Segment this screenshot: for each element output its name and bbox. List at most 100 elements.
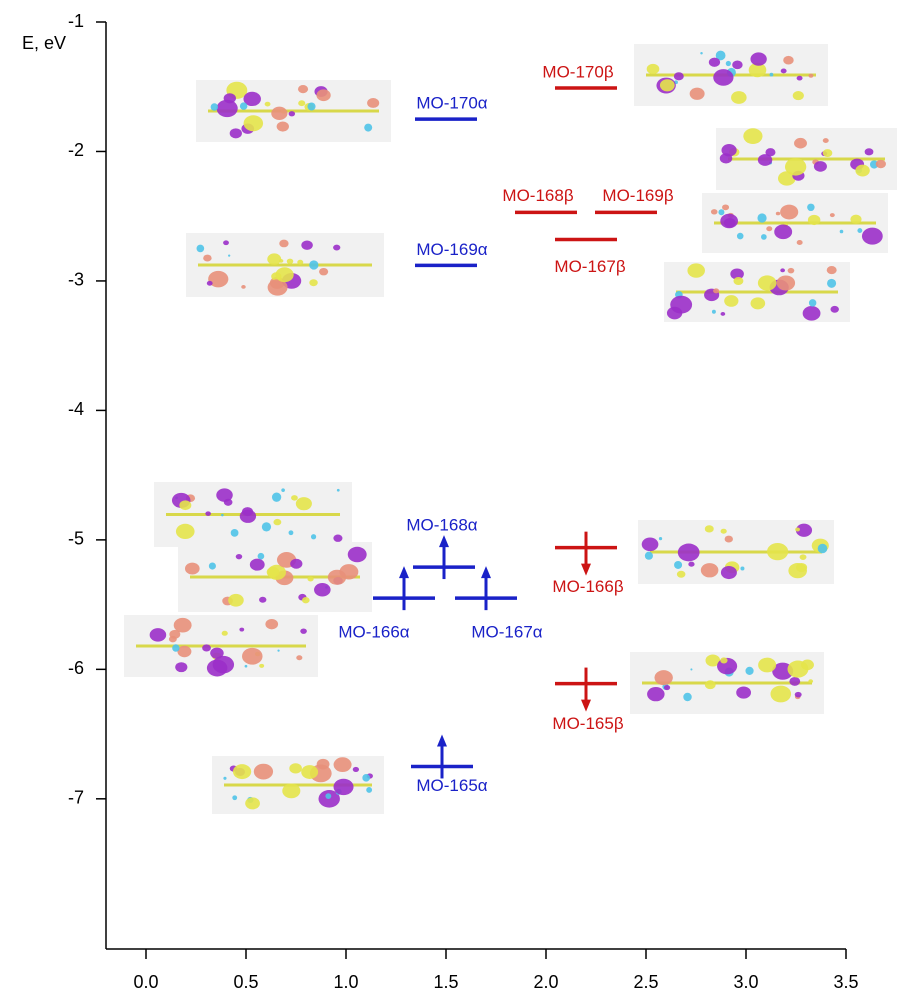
orbital-lobe (678, 544, 700, 562)
orbital-lobe (724, 295, 738, 307)
x-tick-label: 3.5 (833, 972, 858, 992)
orbital-lobe (333, 534, 342, 541)
orbital-lobe (785, 158, 806, 175)
orbital-lobe (298, 100, 305, 106)
spin-arrow-head (437, 734, 447, 746)
orbital-lobe (721, 312, 726, 316)
orbital-lobe (733, 277, 743, 285)
level-label: MO-169α (416, 240, 487, 259)
y-tick-label: -6 (68, 658, 84, 678)
spin-arrow-head (439, 535, 449, 547)
orbital-lobe (223, 777, 226, 780)
orbital-lobe (713, 288, 719, 293)
orbital-lobe (241, 285, 246, 289)
orbital-lobe (743, 128, 762, 144)
orbital-lobe (823, 149, 833, 157)
orbital-lobe (862, 228, 883, 245)
orbital-lobe (223, 240, 229, 245)
orbital-lobe (855, 165, 869, 177)
orbital-lobe (688, 562, 694, 567)
orbital-lobe (259, 597, 266, 603)
orbital-lobe (690, 88, 705, 100)
orbital-lobe (712, 310, 716, 314)
orbital-lobe (300, 628, 307, 633)
orbital-lobe (840, 230, 844, 234)
orbital-lobe (277, 122, 289, 132)
orbital-lobe (302, 597, 310, 603)
orbital-lobe (807, 204, 814, 211)
orbital-lobe (740, 566, 744, 570)
orbital-lobe (713, 69, 733, 86)
orbital-lobe (228, 594, 244, 607)
orbital-lobe (711, 209, 718, 214)
orbital-lobe (242, 648, 263, 665)
orbital-lobe (279, 240, 288, 248)
orbital-lobe (721, 566, 737, 579)
orbital-lobe (236, 554, 242, 559)
y-axis-label: E, eV (22, 33, 66, 53)
orbital-lobe (314, 583, 331, 597)
orbital-lobe (228, 254, 230, 256)
orbital-lobe (259, 664, 264, 668)
orbital-lobe (197, 245, 205, 253)
orbital-lobe (362, 774, 370, 782)
orbital-lobe (736, 687, 751, 699)
y-tick-label: -5 (68, 529, 84, 549)
orbital-lobe (705, 525, 714, 532)
orbital-lobe (216, 488, 232, 501)
orbital-lobe (291, 495, 298, 501)
orbital-lobe (789, 677, 800, 686)
x-tick-label: 0.0 (133, 972, 158, 992)
orbital-lobe (297, 260, 303, 265)
x-tick-label: 0.5 (233, 972, 258, 992)
orbital-lobe (770, 73, 774, 77)
orbital-lobe (647, 64, 660, 74)
orbital-lobe (827, 266, 837, 274)
orbital-lobe (250, 559, 265, 571)
orbital-lobe (179, 500, 191, 510)
y-tick-label: -7 (68, 788, 84, 808)
level-label: MO-166β (552, 577, 623, 596)
orbital-lobe (281, 488, 285, 492)
orbital-lobe (309, 260, 318, 269)
orbital-lobe (645, 552, 653, 560)
orbital-lobe (774, 225, 792, 240)
orbital-lobe (239, 628, 244, 632)
orbital-lobe (203, 255, 211, 262)
level-label: MO-165β (552, 714, 623, 733)
orbital-lobe (670, 296, 692, 314)
orbital-lobe (674, 561, 682, 569)
orbital-lobe (296, 497, 312, 510)
orbital-lobe (664, 685, 670, 690)
orbital-lobe (334, 757, 352, 772)
orbital-lobe (781, 69, 787, 74)
orbital-lobe (150, 628, 167, 642)
orbital-lobe (800, 554, 807, 560)
orbital-lobe (797, 76, 803, 81)
orbital-lobe (254, 764, 273, 780)
orbital-lobe (282, 783, 300, 798)
orbital-pictures (124, 44, 897, 814)
orbital-lobe (687, 263, 705, 277)
x-tick-label: 2.0 (533, 972, 558, 992)
orbital-lobe (348, 547, 367, 562)
x-tick-label: 2.5 (633, 972, 658, 992)
x-tick-label: 1.5 (433, 972, 458, 992)
orbital-lobe (795, 692, 802, 698)
orbital-lobe (333, 245, 340, 251)
orbital-lobe (857, 228, 862, 233)
x-tick-label: 1.0 (333, 972, 358, 992)
orbital-lobe (783, 56, 793, 65)
orbital-lobe (788, 268, 795, 273)
spin-arrow-head (581, 700, 591, 712)
orbital-lobe (272, 493, 281, 502)
orbital-lobe (726, 61, 731, 66)
orbital-lobe (277, 650, 279, 652)
orbital-lobe (808, 679, 813, 683)
orbital-lobe (289, 763, 302, 773)
orbital-lobe (366, 787, 372, 793)
orbital-lobe (777, 275, 795, 290)
spin-arrow-head (581, 564, 591, 576)
orbital-lobe (770, 686, 791, 703)
orbital-lobe (316, 89, 330, 101)
